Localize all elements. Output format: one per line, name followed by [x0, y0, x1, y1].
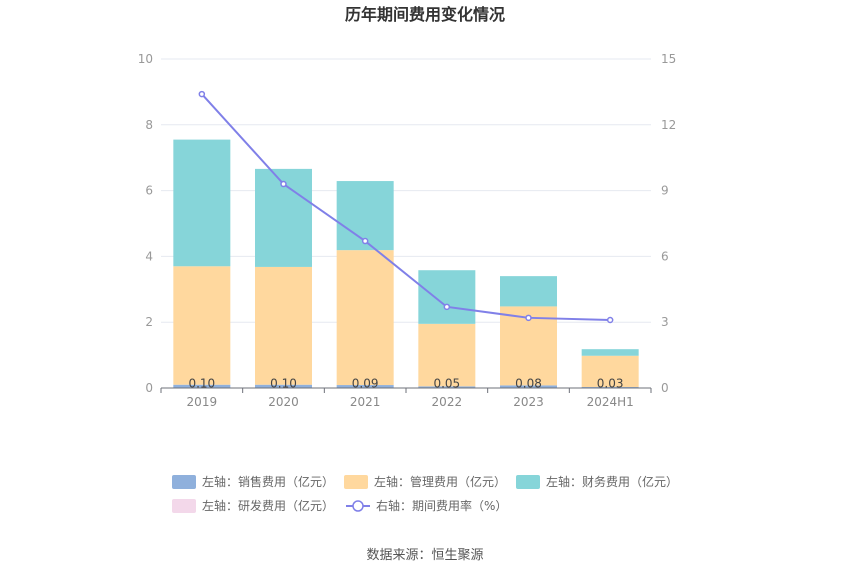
x-tick-label: 2019 — [187, 395, 218, 409]
y-right-tick-label: 0 — [661, 381, 669, 395]
line-point — [606, 316, 614, 324]
line-path — [201, 93, 611, 322]
y-left-tick-label: 4 — [145, 249, 153, 263]
chart-title: 历年期间费用变化情况 — [345, 5, 505, 24]
y-left-tick-label: 10 — [138, 52, 153, 66]
y-right-tick-label: 3 — [661, 315, 669, 329]
legend-label: 右轴：期间费用率（%） — [376, 498, 507, 513]
bar-segment — [500, 276, 557, 307]
legend-label: 左轴：财务费用（亿元） — [546, 474, 678, 489]
bar-segment — [336, 250, 394, 386]
x-tick-label: 2022 — [432, 395, 463, 409]
bar-segment — [173, 266, 231, 385]
source-note: 数据来源：恒生聚源 — [366, 548, 483, 563]
bar-segment — [418, 323, 476, 387]
bar-segment — [336, 385, 394, 388]
line-point — [198, 90, 206, 98]
line-series — [198, 90, 614, 324]
bar-segment — [255, 266, 312, 385]
grid — [161, 58, 651, 389]
y-right-tick-label: 15 — [661, 52, 676, 66]
bar-segment — [173, 139, 231, 267]
bar-segment — [173, 384, 231, 388]
y-left-tick-label: 8 — [145, 118, 153, 132]
y-right-tick-label: 6 — [661, 249, 669, 263]
y-right-tick-label: 12 — [661, 118, 676, 132]
line-point — [280, 180, 287, 188]
legend-swatch — [172, 475, 196, 489]
legend-label: 左轴：管理费用（亿元） — [374, 474, 506, 489]
bar-segment — [581, 349, 639, 356]
bar-data-label: 0.10 — [270, 377, 297, 391]
y-right-tick-label: 9 — [661, 184, 669, 198]
y-left-tick-label: 0 — [145, 381, 153, 395]
legend-swatch — [516, 475, 540, 489]
bar-segment — [418, 386, 476, 388]
legend-label: 左轴：销售费用（亿元） — [202, 474, 334, 489]
line-point — [361, 237, 369, 245]
x-tick-label: 2024H1 — [587, 395, 634, 409]
bar-data-label: 0.05 — [433, 377, 460, 391]
y-left-tick-label: 6 — [145, 184, 153, 198]
legend: 左轴：销售费用（亿元） 左轴：管理费用（亿元） 左轴：财务费用（亿元） 左轴：研发费用… — [172, 474, 678, 513]
legend-label: 左轴：研发费用（亿元） — [202, 498, 334, 513]
bar-segment — [418, 270, 476, 324]
bar-data-label: 0.03 — [597, 377, 624, 391]
y-left-tick-label: 2 — [145, 315, 153, 329]
legend-marker — [352, 500, 364, 512]
bar-data-label: 0.10 — [188, 377, 215, 391]
bar-segment — [581, 355, 639, 388]
legend-swatch — [172, 499, 196, 513]
bar-data-label: 0.08 — [515, 377, 542, 391]
x-tick-label: 2021 — [350, 395, 381, 409]
x-tick-label: 2020 — [268, 395, 299, 409]
line-point — [525, 314, 532, 322]
axes: 0 2 4 6 8 10 0 3 6 9 12 15 2019 2020 2021 2022 2023 2024H… — [138, 52, 677, 409]
line-point — [443, 303, 451, 311]
bars: 0.10 0.10 0.09 0.05 0.08 0.03 — [173, 139, 639, 391]
bar-segment — [500, 385, 557, 388]
x-tick-label: 2023 — [513, 395, 544, 409]
bar-data-label: 0.09 — [352, 377, 379, 391]
bar-segment — [255, 384, 312, 388]
legend-swatch — [344, 475, 368, 489]
